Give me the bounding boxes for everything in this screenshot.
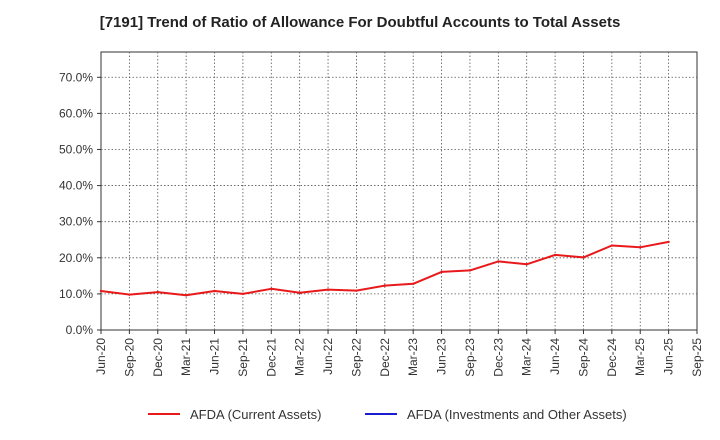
x-tick-label: Jun-22: [321, 338, 335, 375]
x-tick-label: Sep-25: [690, 338, 704, 377]
y-tick-label: 10.0%: [59, 287, 93, 301]
y-tick-label: 50.0%: [59, 142, 93, 156]
x-tick-label: Sep-23: [463, 338, 477, 377]
legend-layer: AFDA (Current Assets) AFDA (Investments a…: [148, 407, 627, 422]
data-point: [411, 282, 415, 285]
x-tick-label: Mar-23: [406, 338, 420, 376]
data-point: [553, 253, 557, 257]
plot-frame: [100, 51, 698, 331]
data-point: [184, 294, 188, 297]
x-tick-label: Jun-23: [435, 338, 449, 375]
y-tick-label: 30.0%: [59, 215, 93, 229]
x-tick-label: Jun-25: [662, 338, 676, 375]
y-tick-label: 0.0%: [66, 323, 94, 337]
y-tick-label: 20.0%: [59, 251, 93, 265]
axis-layer: 0.0% 10.0% 20.0% 30.0% 40.0% 50.0% 60.0% 70.0% J…: [59, 70, 704, 376]
data-point: [383, 284, 387, 287]
data-point: [610, 244, 614, 247]
data-point: [639, 246, 642, 249]
chart-title: [7191] Trend of Ratio of Allowance For D…: [99, 14, 621, 31]
x-tick-label: Dec-21: [264, 338, 278, 377]
series-layer: [99, 240, 670, 297]
x-tick-label: Jun-20: [94, 338, 108, 375]
data-point: [99, 289, 103, 293]
data-point: [440, 270, 443, 274]
data-point: [525, 263, 528, 266]
x-tick-label: Dec-23: [491, 338, 505, 377]
data-point: [128, 293, 131, 296]
legend-label-1: AFDA (Current Assets): [190, 407, 321, 422]
x-tick-label: Mar-25: [633, 338, 647, 376]
y-tick-label: 60.0%: [59, 106, 93, 120]
data-point: [582, 256, 585, 259]
data-point: [667, 240, 670, 244]
y-tick-label: 70.0%: [59, 70, 93, 84]
data-point: [355, 289, 358, 292]
x-tick-label: Dec-20: [151, 338, 165, 377]
data-point: [298, 291, 301, 295]
x-tick-label: Dec-24: [605, 338, 619, 377]
x-tick-label: Mar-24: [520, 338, 534, 376]
legend-label-2: AFDA (Investments and Other Assets): [407, 407, 627, 422]
x-tick-label: Sep-24: [576, 338, 590, 377]
x-tick-label: Sep-21: [236, 338, 250, 377]
data-point: [468, 269, 472, 272]
x-tick-label: Mar-21: [179, 338, 193, 376]
x-tick-label: Dec-22: [378, 338, 392, 377]
data-point: [213, 289, 216, 293]
x-tick-label: Sep-22: [349, 338, 363, 377]
y-tick-label: 40.0%: [59, 179, 93, 193]
x-tick-label: Jun-24: [548, 338, 562, 375]
grid-layer: [100, 51, 698, 331]
data-point: [270, 287, 273, 291]
data-point: [326, 288, 330, 291]
x-tick-label: Jun-21: [208, 338, 222, 375]
data-point: [241, 292, 245, 296]
x-tick-label: Mar-22: [293, 338, 307, 376]
data-point: [497, 260, 500, 263]
data-point: [156, 290, 159, 294]
x-tick-label: Sep-20: [122, 338, 136, 377]
